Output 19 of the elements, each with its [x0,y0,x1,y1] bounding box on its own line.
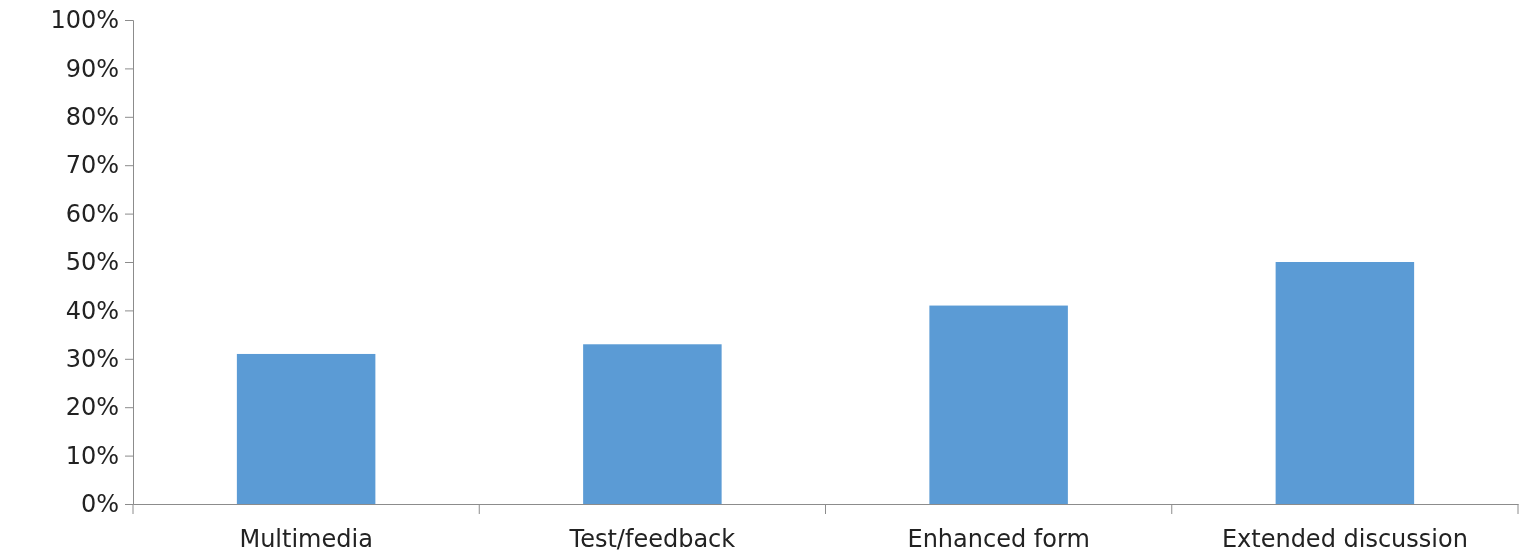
y-tick-label: 100% [50,6,119,35]
x-tick-label: Multimedia [239,525,373,554]
x-tick-label: Test/feedback [568,525,736,554]
bar [1275,262,1415,504]
y-tick-label: 0% [80,490,119,519]
bar [929,305,1068,504]
y-tick-label: 60% [65,199,119,228]
y-tick-label: 90% [65,54,119,83]
y-tick-label: 50% [65,248,119,277]
y-tick-label: 80% [65,102,119,131]
bar [583,344,722,504]
x-tick-label: Extended discussion [1221,525,1468,554]
y-tick-label: 40% [65,296,119,325]
y-tick-label: 70% [65,151,119,180]
y-tick-label: 10% [65,441,119,470]
y-tick-label: 30% [65,344,119,373]
bar [236,353,376,504]
y-tick-label: 20% [65,393,119,422]
x-tick-label: Enhanced form [907,525,1090,554]
